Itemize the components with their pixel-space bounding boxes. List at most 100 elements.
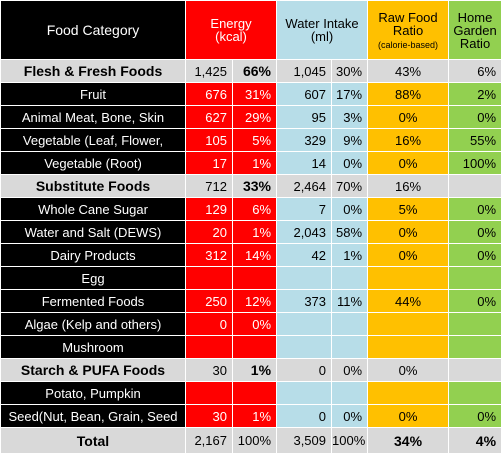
water-pct: 11% xyxy=(332,290,368,313)
water-ml: 2,043 xyxy=(277,221,332,244)
header-energy: Energy(kcal) xyxy=(186,1,277,60)
category-name: Mushroom xyxy=(1,336,186,359)
water-pct xyxy=(332,313,368,336)
group-name: Starch & PUFA Foods xyxy=(1,359,186,382)
water-pct: 0% xyxy=(332,152,368,175)
home-garden-ratio: 0% xyxy=(449,221,501,244)
energy-kcal: 17 xyxy=(186,152,233,175)
water-ml: 607 xyxy=(277,83,332,106)
water-pct: 0% xyxy=(332,198,368,221)
energy-pct xyxy=(233,267,277,290)
water-pct xyxy=(332,336,368,359)
total-raw-food-ratio: 34% xyxy=(368,428,449,454)
energy-kcal: 30 xyxy=(186,405,233,428)
energy-pct: 0% xyxy=(233,313,277,336)
header-row: Food Category Energy(kcal) Water Intake(… xyxy=(1,1,501,60)
home-garden-ratio: 0% xyxy=(449,405,501,428)
home-garden-ratio: 0% xyxy=(449,106,501,129)
raw-food-ratio: 0% xyxy=(368,221,449,244)
total-home-garden-ratio: 4% xyxy=(449,428,501,454)
header-raw-ratio-label: Ratio xyxy=(393,23,423,38)
energy-pct xyxy=(233,382,277,405)
header-raw-note: (calorie-based) xyxy=(378,40,438,50)
energy-kcal: 20 xyxy=(186,221,233,244)
category-name: Potato, Pumpkin xyxy=(1,382,186,405)
raw-food-ratio: 0% xyxy=(368,152,449,175)
group-name: Flesh & Fresh Foods xyxy=(1,60,186,83)
item-row: Mushroom xyxy=(1,336,501,359)
home-garden-ratio xyxy=(449,267,501,290)
energy-pct: 33% xyxy=(233,175,277,198)
water-pct: 30% xyxy=(332,60,368,83)
group-name: Substitute Foods xyxy=(1,175,186,198)
energy-pct: 5% xyxy=(233,129,277,152)
energy-pct: 6% xyxy=(233,198,277,221)
home-garden-ratio: 100% xyxy=(449,152,501,175)
home-garden-ratio xyxy=(449,382,501,405)
raw-food-ratio: 16% xyxy=(368,129,449,152)
energy-kcal: 1,425 xyxy=(186,60,233,83)
raw-food-ratio: 0% xyxy=(368,405,449,428)
header-ratio-label: Ratio xyxy=(460,36,490,51)
total-energy-pct: 100% xyxy=(233,428,277,454)
home-garden-ratio: 0% xyxy=(449,244,501,267)
energy-pct: 12% xyxy=(233,290,277,313)
header-water-unit: (ml) xyxy=(311,29,333,44)
water-ml: 1,045 xyxy=(277,60,332,83)
water-pct: 0% xyxy=(332,405,368,428)
water-pct: 0% xyxy=(332,359,368,382)
category-name: Fermented Foods xyxy=(1,290,186,313)
home-garden-ratio: 0% xyxy=(449,290,501,313)
water-ml: 95 xyxy=(277,106,332,129)
raw-food-ratio xyxy=(368,313,449,336)
total-energy-kcal: 2,167 xyxy=(186,428,233,454)
energy-pct: 1% xyxy=(233,359,277,382)
raw-food-ratio: 0% xyxy=(368,244,449,267)
raw-food-ratio: 43% xyxy=(368,60,449,83)
raw-food-ratio: 0% xyxy=(368,106,449,129)
raw-food-ratio: 5% xyxy=(368,198,449,221)
energy-pct: 1% xyxy=(233,152,277,175)
water-pct xyxy=(332,382,368,405)
water-ml: 373 xyxy=(277,290,332,313)
category-name: Vegetable (Leaf, Flower, xyxy=(1,129,186,152)
home-garden-ratio: 55% xyxy=(449,129,501,152)
water-pct: 1% xyxy=(332,244,368,267)
category-name: Dairy Products xyxy=(1,244,186,267)
raw-food-ratio xyxy=(368,267,449,290)
raw-food-ratio: 16% xyxy=(368,175,449,198)
energy-pct: 31% xyxy=(233,83,277,106)
category-name: Water and Salt (DEWS) xyxy=(1,221,186,244)
water-ml xyxy=(277,313,332,336)
item-row: Egg xyxy=(1,267,501,290)
energy-kcal xyxy=(186,336,233,359)
raw-food-ratio: 44% xyxy=(368,290,449,313)
energy-kcal: 627 xyxy=(186,106,233,129)
energy-pct: 1% xyxy=(233,221,277,244)
energy-kcal: 105 xyxy=(186,129,233,152)
raw-food-ratio xyxy=(368,336,449,359)
home-garden-ratio xyxy=(449,313,501,336)
energy-kcal: 312 xyxy=(186,244,233,267)
total-label: Total xyxy=(1,428,186,454)
energy-pct: 14% xyxy=(233,244,277,267)
water-pct: 3% xyxy=(332,106,368,129)
energy-kcal: 712 xyxy=(186,175,233,198)
home-garden-ratio: 0% xyxy=(449,198,501,221)
home-garden-ratio: 2% xyxy=(449,83,501,106)
header-water: Water Intake(ml) xyxy=(277,1,368,60)
home-garden-ratio: 6% xyxy=(449,60,501,83)
home-garden-ratio xyxy=(449,359,501,382)
home-garden-ratio xyxy=(449,336,501,359)
water-ml: 42 xyxy=(277,244,332,267)
